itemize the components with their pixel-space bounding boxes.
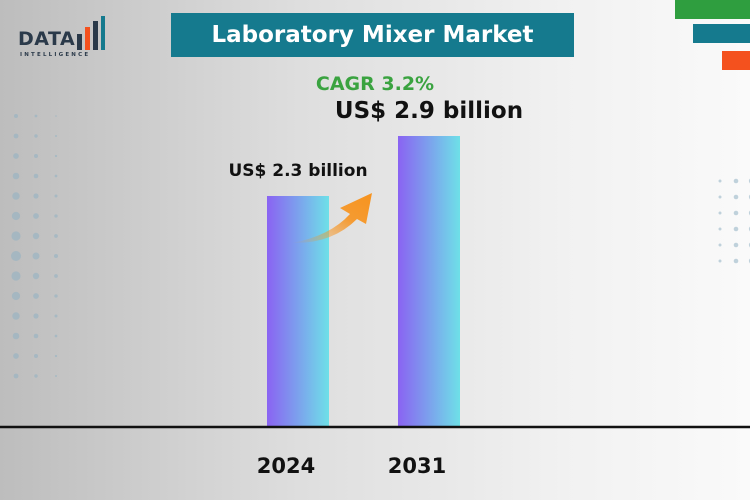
brand-logo: DATA INTELLIGENCE (14, 14, 105, 62)
data-label-2024: US$ 2.3 billion (228, 161, 367, 181)
cagr-label: CAGR 3.2% (315, 73, 435, 95)
page-title: Laboratory Mixer Market (171, 13, 574, 57)
logo-subtext: INTELLIGENCE (20, 52, 91, 58)
logo-text: DATA (18, 28, 76, 50)
x-tick-2024: 2024 (257, 454, 315, 478)
data-label-2031: US$ 2.9 billion (335, 98, 523, 124)
bar-2031 (398, 136, 460, 426)
decorative-stripe-teal (693, 24, 750, 43)
decorative-stripe-orange (722, 51, 750, 70)
bar-chart-icon (77, 16, 105, 50)
bar-2024 (267, 196, 329, 426)
x-tick-2031: 2031 (388, 454, 446, 478)
growth-arrow (292, 193, 372, 244)
decorative-dots-left (11, 114, 58, 379)
decorative-stripe-green (675, 0, 750, 19)
